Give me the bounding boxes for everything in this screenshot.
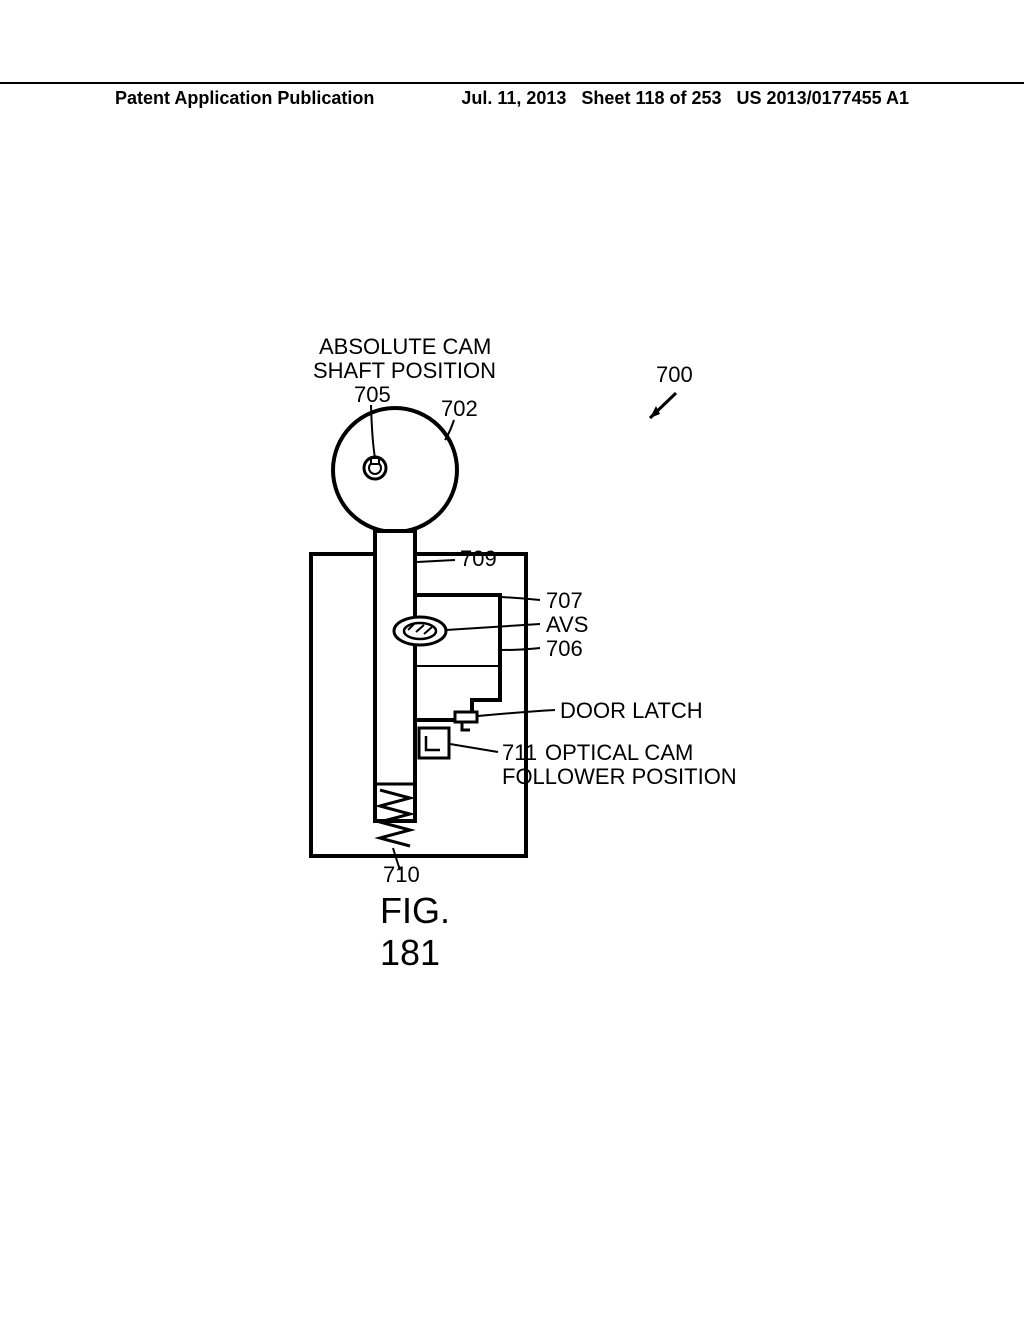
optical-follower-block <box>419 728 449 758</box>
title-line2: SHAFT POSITION <box>313 358 496 384</box>
leader-door-latch <box>478 710 555 716</box>
leader-706 <box>501 648 540 650</box>
ref-707: 707 <box>546 588 583 614</box>
ref-709: 709 <box>460 546 497 572</box>
cam-wheel <box>333 408 457 532</box>
title-line1: ABSOLUTE CAM <box>319 334 491 360</box>
leader-711 <box>450 744 498 752</box>
ref-702: 702 <box>441 396 478 422</box>
ref-711: 711 <box>502 740 537 766</box>
ref-700: 700 <box>656 362 693 388</box>
label-door-latch: DOOR LATCH <box>560 698 703 724</box>
leader-707 <box>501 597 540 600</box>
ref-706: 706 <box>546 636 583 662</box>
label-avs: AVS <box>546 612 588 638</box>
avs-port-inner <box>404 623 436 639</box>
label-follower-position: FOLLOWER POSITION <box>502 764 737 790</box>
cam-hub-key <box>371 458 379 464</box>
figure-caption: FIG. 181 <box>380 890 450 974</box>
follower-shaft <box>375 531 415 821</box>
ref-705: 705 <box>354 382 391 408</box>
door-latch-bracket <box>455 712 477 722</box>
ref-710: 710 <box>383 862 420 888</box>
leader-709 <box>417 560 455 562</box>
diagram-svg <box>0 0 1024 1320</box>
label-optical-cam: OPTICAL CAM <box>545 740 693 766</box>
